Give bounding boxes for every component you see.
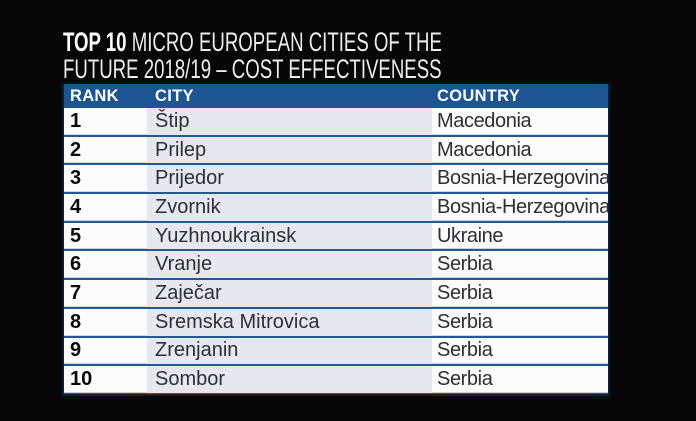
table-row: 8 Sremska Mitrovica Serbia — [64, 308, 608, 338]
rank-cell: 1 — [70, 109, 82, 132]
table-header-row: RANK CITY COUNTRY — [64, 84, 608, 108]
country-cell: Serbia — [437, 310, 493, 333]
country-cell: Serbia — [437, 339, 493, 362]
column-header-rank: RANK — [70, 86, 119, 105]
column-header-country: COUNTRY — [437, 86, 521, 105]
title-line-2: FUTURE 2018/19 – COST EFFECTIVENESS — [63, 53, 442, 84]
country-cell: Macedonia — [437, 109, 532, 132]
table-row: 4 Zvornik Bosnia-Herzegovina — [64, 194, 608, 223]
city-cell: Zvornik — [147, 194, 432, 221]
title-line-1: TOP 10 MICRO EUROPEAN CITIES OF THE — [63, 29, 442, 56]
city-cell: Zaječar — [147, 280, 432, 307]
country-cell: Macedonia — [437, 138, 532, 161]
country-cell: Ukraine — [437, 224, 504, 247]
title-highlight: TOP 10 — [63, 27, 127, 57]
country-cell: Serbia — [437, 281, 493, 304]
rank-cell: 4 — [70, 195, 82, 218]
column-header-city: CITY — [155, 86, 194, 105]
city-cell: Štip — [147, 108, 432, 135]
table-row: 9 Zrenjanin Serbia — [64, 337, 608, 367]
city-cell: Prilep — [147, 136, 432, 164]
city-cell: Yuzhnoukrainsk — [147, 222, 432, 250]
rank-cell: 9 — [70, 339, 82, 362]
city-cell: Vranje — [147, 251, 432, 279]
country-cell: Serbia — [437, 253, 493, 276]
table-row: 10 Sombor Serbia — [64, 366, 608, 394]
city-cell: Zrenjanin — [147, 337, 432, 365]
table-row: 1 Štip Macedonia — [64, 108, 608, 137]
table-row: 7 Zaječar Serbia — [64, 280, 608, 309]
rank-cell: 2 — [70, 138, 82, 161]
table-row: 3 Prijedor Bosnia-Herzegovina — [64, 165, 608, 195]
table-row: 5 Yuzhnoukrainsk Ukraine — [64, 222, 608, 252]
table-row: 2 Prilep Macedonia — [64, 136, 608, 166]
rank-cell: 7 — [70, 281, 82, 304]
table-row: 6 Vranje Serbia — [64, 251, 608, 281]
title-line1-rest: MICRO EUROPEAN CITIES OF THE — [126, 27, 442, 57]
table-body: 1 Štip Macedonia 2 Prilep Macedonia 3 Pr… — [64, 108, 608, 396]
rank-cell: 8 — [70, 310, 82, 333]
city-cell: Sremska Mitrovica — [147, 308, 432, 336]
city-cell: Prijedor — [147, 165, 432, 193]
country-cell: Serbia — [437, 368, 493, 391]
rank-cell: 6 — [70, 253, 82, 276]
city-cell: Sombor — [147, 366, 432, 393]
rank-cell: 10 — [70, 368, 93, 391]
graphic-title: TOP 10 MICRO EUROPEAN CITIES OF THE FUTU… — [63, 29, 442, 82]
ranking-table: RANK CITY COUNTRY 1 Štip Macedonia 2 Pri… — [62, 84, 610, 396]
rank-cell: 5 — [70, 224, 82, 247]
country-cell: Bosnia-Herzegovina — [437, 195, 608, 218]
country-cell: Bosnia-Herzegovina — [437, 167, 608, 190]
rank-cell: 3 — [70, 167, 82, 190]
